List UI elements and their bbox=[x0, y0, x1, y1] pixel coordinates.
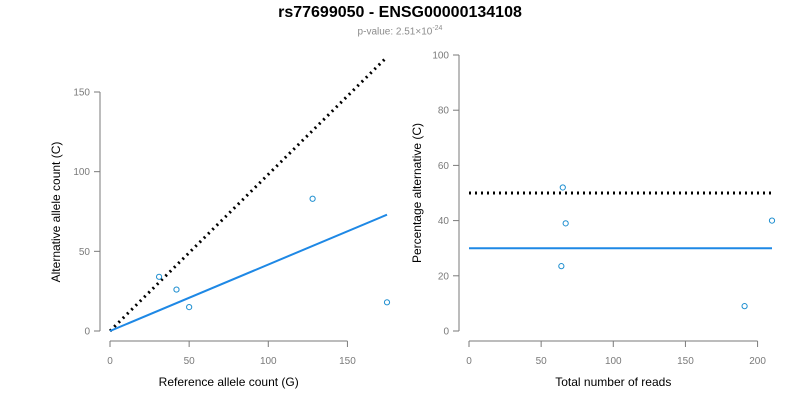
y-tick-label: 150 bbox=[73, 88, 90, 99]
reference-dotted-line bbox=[108, 55, 389, 333]
data-point bbox=[155, 273, 163, 280]
x-axis-label: Total number of reads bbox=[555, 375, 671, 389]
x-tick-label: 50 bbox=[184, 356, 196, 367]
x-tick-label: 150 bbox=[677, 356, 694, 367]
x-axis-label: Reference allele count (G) bbox=[159, 375, 299, 389]
data-point bbox=[186, 304, 193, 311]
data-point bbox=[768, 217, 776, 224]
data-point bbox=[173, 286, 180, 293]
p-value-exponent: -24 bbox=[432, 25, 443, 32]
p-value-text: p-value: 2.51×10 bbox=[357, 26, 433, 38]
y-axis-label: Percentage alternative (C) bbox=[410, 123, 424, 263]
x-tick-label: 0 bbox=[107, 356, 113, 367]
y-tick-label: 0 bbox=[84, 327, 90, 338]
data-point bbox=[558, 263, 565, 270]
x-tick-label: 200 bbox=[749, 356, 766, 367]
data-point bbox=[309, 195, 316, 202]
y-tick-label: 50 bbox=[79, 247, 91, 258]
x-tick-label: 100 bbox=[605, 356, 622, 367]
y-tick-label: 60 bbox=[438, 161, 450, 172]
y-tick-label: 80 bbox=[438, 106, 450, 117]
x-tick-label: 150 bbox=[339, 356, 356, 367]
data-point bbox=[383, 299, 391, 306]
chart-title: rs77699050 - ENSG00000134108 bbox=[278, 4, 522, 21]
y-tick-label: 100 bbox=[432, 51, 449, 62]
y-tick-label: 40 bbox=[438, 216, 450, 227]
x-tick-label: 50 bbox=[536, 356, 548, 367]
x-tick-label: 0 bbox=[466, 356, 472, 367]
data-point bbox=[562, 220, 569, 227]
y-tick-label: 100 bbox=[73, 167, 90, 178]
y-tick-label: 0 bbox=[443, 327, 449, 338]
data-point bbox=[559, 184, 566, 191]
y-axis-label: Alternative allele count (C) bbox=[49, 142, 63, 283]
chart-subtitle: p-value: 2.51×10-24 bbox=[0, 25, 800, 37]
y-tick-label: 20 bbox=[438, 271, 450, 282]
fit-line bbox=[109, 213, 388, 332]
x-tick-label: 100 bbox=[260, 356, 277, 367]
data-point bbox=[741, 303, 748, 310]
